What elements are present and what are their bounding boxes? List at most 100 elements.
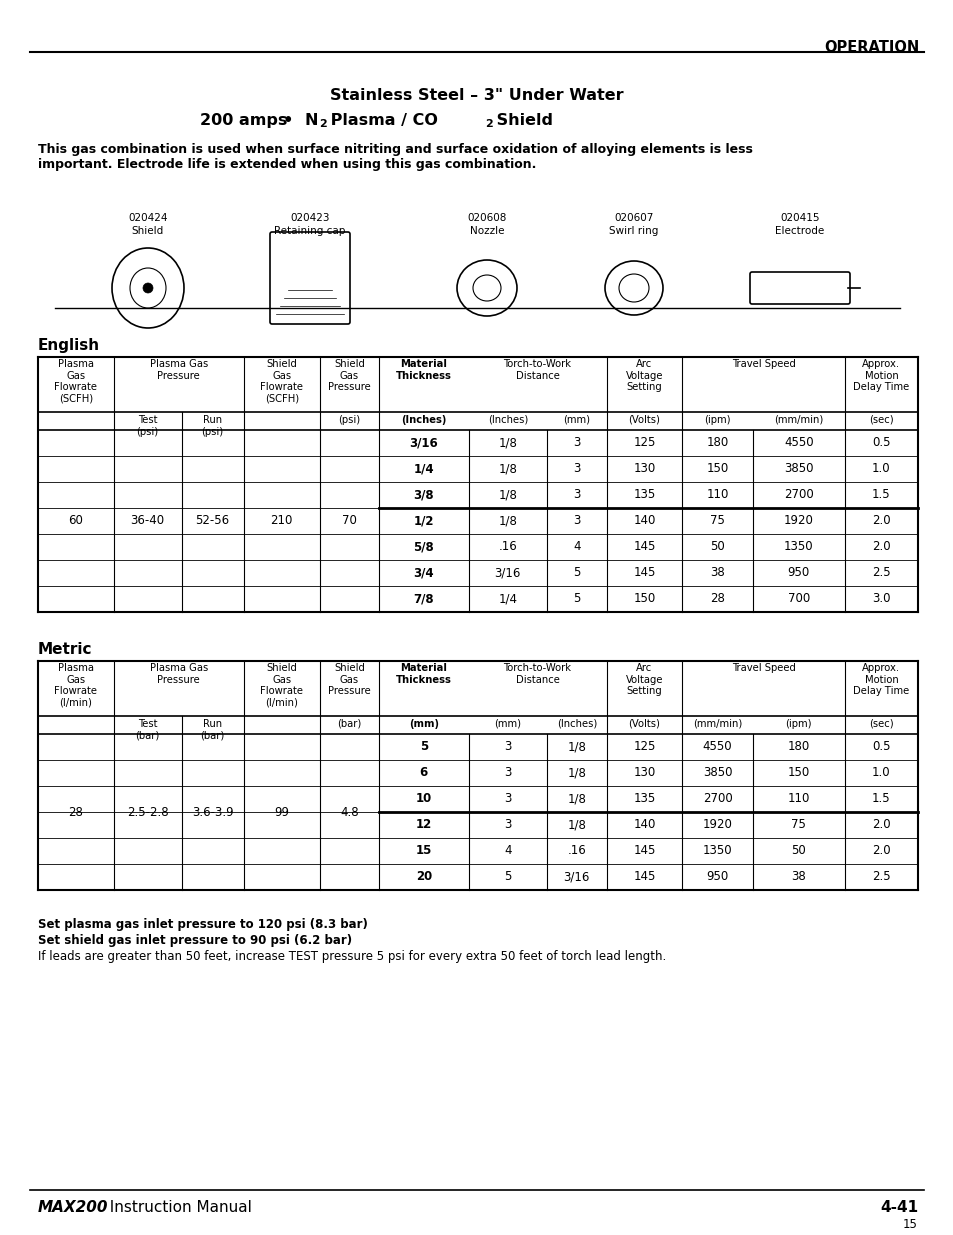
Text: 1/8: 1/8 bbox=[497, 515, 517, 527]
Text: 2.0: 2.0 bbox=[871, 515, 890, 527]
Text: •: • bbox=[272, 112, 304, 128]
Text: 0.5: 0.5 bbox=[871, 436, 890, 450]
Text: 3850: 3850 bbox=[783, 462, 813, 475]
Text: 3: 3 bbox=[573, 436, 580, 450]
Text: 1350: 1350 bbox=[702, 845, 732, 857]
Text: 4: 4 bbox=[573, 541, 580, 553]
Text: Plasma
Gas
Flowrate
(l/min): Plasma Gas Flowrate (l/min) bbox=[54, 663, 97, 708]
Text: 1.0: 1.0 bbox=[871, 767, 890, 779]
Text: 2700: 2700 bbox=[702, 793, 732, 805]
Text: Set shield gas inlet pressure to 90 psi (6.2 bar): Set shield gas inlet pressure to 90 psi … bbox=[38, 934, 352, 947]
Text: 75: 75 bbox=[791, 819, 805, 831]
Text: Metric: Metric bbox=[38, 642, 92, 657]
Text: 28: 28 bbox=[709, 593, 724, 605]
Text: 7/8: 7/8 bbox=[413, 593, 434, 605]
Text: 145: 145 bbox=[633, 871, 655, 883]
Text: 15: 15 bbox=[416, 845, 432, 857]
Text: 200 amps: 200 amps bbox=[200, 112, 287, 128]
Text: 5/8: 5/8 bbox=[413, 541, 434, 553]
Text: (Volts): (Volts) bbox=[628, 719, 659, 729]
Text: 150: 150 bbox=[706, 462, 728, 475]
Text: Test
(bar): Test (bar) bbox=[135, 719, 159, 741]
Text: 180: 180 bbox=[787, 741, 809, 753]
Text: 5: 5 bbox=[503, 871, 511, 883]
Text: 1.0: 1.0 bbox=[871, 462, 890, 475]
Text: 020423: 020423 bbox=[290, 212, 330, 224]
Text: 50: 50 bbox=[710, 541, 724, 553]
Text: Arc
Voltage
Setting: Arc Voltage Setting bbox=[625, 663, 662, 697]
Text: 020424: 020424 bbox=[128, 212, 168, 224]
Text: 1/8: 1/8 bbox=[567, 741, 586, 753]
Text: 28: 28 bbox=[69, 805, 83, 819]
Text: 135: 135 bbox=[633, 793, 655, 805]
Text: 110: 110 bbox=[787, 793, 809, 805]
Text: 130: 130 bbox=[633, 462, 655, 475]
Text: 1920: 1920 bbox=[702, 819, 732, 831]
Text: 950: 950 bbox=[787, 567, 809, 579]
Text: 135: 135 bbox=[633, 489, 655, 501]
Text: 4: 4 bbox=[503, 845, 511, 857]
Text: 60: 60 bbox=[69, 515, 83, 527]
Text: 1/8: 1/8 bbox=[497, 462, 517, 475]
Text: Plasma Gas
Pressure: Plasma Gas Pressure bbox=[150, 359, 208, 380]
Text: 3: 3 bbox=[503, 767, 511, 779]
Text: 4-41: 4-41 bbox=[879, 1200, 917, 1215]
Text: (mm): (mm) bbox=[494, 719, 520, 729]
Text: 3/16: 3/16 bbox=[563, 871, 589, 883]
Text: (sec): (sec) bbox=[868, 719, 893, 729]
Text: 5: 5 bbox=[419, 741, 428, 753]
Text: 3850: 3850 bbox=[702, 767, 732, 779]
Text: OPERATION: OPERATION bbox=[824, 40, 919, 56]
Text: 36-40: 36-40 bbox=[131, 515, 165, 527]
Text: (Inches): (Inches) bbox=[401, 415, 446, 425]
Text: .16: .16 bbox=[497, 541, 517, 553]
Text: 2.5: 2.5 bbox=[871, 567, 890, 579]
Text: 130: 130 bbox=[633, 767, 655, 779]
Text: 210: 210 bbox=[271, 515, 293, 527]
Text: 145: 145 bbox=[633, 567, 655, 579]
Text: 3: 3 bbox=[503, 741, 511, 753]
Text: 1350: 1350 bbox=[783, 541, 813, 553]
Text: 4.8: 4.8 bbox=[339, 805, 358, 819]
Text: 1/8: 1/8 bbox=[497, 436, 517, 450]
Text: 3/16: 3/16 bbox=[409, 436, 437, 450]
Text: 1/4: 1/4 bbox=[413, 462, 434, 475]
Text: Shield
Gas
Pressure: Shield Gas Pressure bbox=[328, 663, 371, 697]
Text: (bar): (bar) bbox=[337, 719, 361, 729]
Text: (sec): (sec) bbox=[868, 415, 893, 425]
Text: Travel Speed: Travel Speed bbox=[731, 663, 795, 673]
Text: 3.0: 3.0 bbox=[871, 593, 890, 605]
Text: 2700: 2700 bbox=[783, 489, 813, 501]
Text: 3: 3 bbox=[503, 793, 511, 805]
Text: (ipm): (ipm) bbox=[784, 719, 811, 729]
Text: (mm): (mm) bbox=[409, 719, 438, 729]
Text: 2.0: 2.0 bbox=[871, 541, 890, 553]
Text: (Inches): (Inches) bbox=[487, 415, 527, 425]
Text: Plasma Gas
Pressure: Plasma Gas Pressure bbox=[150, 663, 208, 684]
Text: 20: 20 bbox=[416, 871, 432, 883]
Text: MAX200: MAX200 bbox=[38, 1200, 109, 1215]
Text: 1920: 1920 bbox=[783, 515, 813, 527]
Text: 1/8: 1/8 bbox=[567, 767, 586, 779]
Text: 1.5: 1.5 bbox=[871, 489, 890, 501]
Text: Nozzle: Nozzle bbox=[469, 226, 504, 236]
Text: 150: 150 bbox=[633, 593, 655, 605]
Text: (ipm): (ipm) bbox=[703, 415, 730, 425]
Text: .16: .16 bbox=[567, 845, 585, 857]
Text: (psi): (psi) bbox=[338, 415, 360, 425]
Text: 1/8: 1/8 bbox=[567, 819, 586, 831]
Text: 145: 145 bbox=[633, 845, 655, 857]
Text: Test
(psi): Test (psi) bbox=[136, 415, 158, 437]
Text: 110: 110 bbox=[706, 489, 728, 501]
Text: Run
(bar): Run (bar) bbox=[200, 719, 225, 741]
Text: Shield
Gas
Flowrate
(SCFH): Shield Gas Flowrate (SCFH) bbox=[260, 359, 303, 404]
Text: 1.5: 1.5 bbox=[871, 793, 890, 805]
Text: 3: 3 bbox=[573, 489, 580, 501]
Text: 950: 950 bbox=[706, 871, 728, 883]
Text: 5: 5 bbox=[573, 567, 580, 579]
Text: (mm/min): (mm/min) bbox=[692, 719, 741, 729]
Text: Shield: Shield bbox=[491, 112, 553, 128]
Text: 180: 180 bbox=[706, 436, 728, 450]
Text: 10: 10 bbox=[416, 793, 432, 805]
Text: 3/16: 3/16 bbox=[494, 567, 520, 579]
